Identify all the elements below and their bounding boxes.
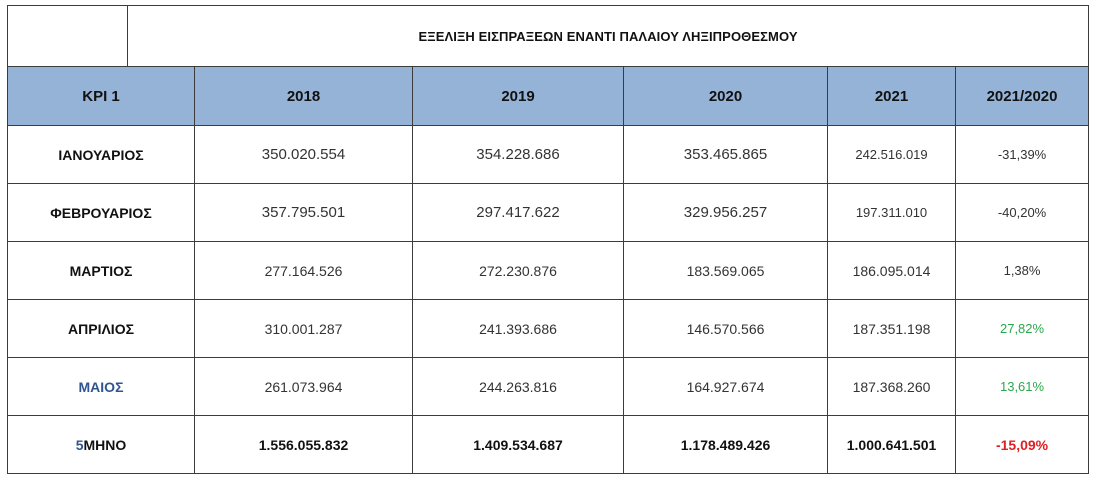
- header-2020: 2020: [623, 66, 828, 126]
- value-2018: 277.164.526: [194, 241, 413, 300]
- value-2018: 357.795.501: [194, 183, 413, 242]
- total-2021: 1.000.641.501: [827, 415, 956, 474]
- value-2019: 354.228.686: [412, 125, 624, 184]
- header-2019: 2019: [412, 66, 624, 126]
- change-2021-2020: 27,82%: [954, 299, 1090, 358]
- value-2018: 310.001.287: [194, 299, 413, 358]
- header-2021-2020: 2021/2020: [954, 66, 1090, 126]
- row-label: ΑΠΡΙΛΙΟΣ: [7, 299, 195, 358]
- row-label: ΦΕΒΡΟΥΑΡΙΟΣ: [7, 183, 195, 242]
- value-2020: 183.569.065: [623, 241, 828, 300]
- value-2019: 297.417.622: [412, 183, 624, 242]
- row-label: ΜΑΙΟΣ: [7, 357, 195, 416]
- value-2021: 187.368.260: [827, 357, 956, 416]
- value-2019: 244.263.816: [412, 357, 624, 416]
- total-label: 5ΜΗΝΟ: [7, 415, 195, 474]
- header-row: KPI 1 2018 2019 2020 2021 2021/2020: [7, 66, 1090, 126]
- change-2021-2020: 1,38%: [954, 241, 1090, 300]
- value-2021: 187.351.198: [827, 299, 956, 358]
- kpi-table-container: ΕΞΕΛΙΞΗ ΕΙΣΠΡΑΞΕΩΝ ΕΝΑΝΤΙ ΠΑΛΑΙΟΥ ΛΗΞΙΠΡ…: [7, 5, 1090, 488]
- title-row: ΕΞΕΛΙΞΗ ΕΙΣΠΡΑΞΕΩΝ ΕΝΑΝΤΙ ΠΑΛΑΙΟΥ ΛΗΞΙΠΡ…: [7, 5, 1090, 67]
- value-2020: 164.927.674: [623, 357, 828, 416]
- value-2018: 350.020.554: [194, 125, 413, 184]
- value-2020: 329.956.257: [623, 183, 828, 242]
- value-2020: 146.570.566: [623, 299, 828, 358]
- total-label-rest: ΜΗΝΟ: [83, 436, 127, 453]
- table-title: ΕΞΕΛΙΞΗ ΕΙΣΠΡΑΞΕΩΝ ΕΝΑΝΤΙ ΠΑΛΑΙΟΥ ΛΗΞΙΠΡ…: [126, 5, 1090, 67]
- change-2021-2020: -31,39%: [954, 125, 1090, 184]
- row-label: ΜΑΡΤΙΟΣ: [7, 241, 195, 300]
- change-2021-2020: -40,20%: [954, 183, 1090, 242]
- table-row: ΑΠΡΙΛΙΟΣ 310.001.287 241.393.686 146.570.56…: [7, 299, 1090, 358]
- value-2018: 261.073.964: [194, 357, 413, 416]
- value-2020: 353.465.865: [623, 125, 828, 184]
- total-2018: 1.556.055.832: [194, 415, 413, 474]
- value-2021: 197.311.010: [827, 183, 956, 242]
- change-2021-2020: 13,61%: [954, 357, 1090, 416]
- total-2019: 1.409.534.687: [412, 415, 624, 474]
- top-left-cell: [7, 5, 128, 67]
- header-kpi: KPI 1: [7, 66, 195, 126]
- table-row: ΙΑΝΟΥΑΡΙΟΣ 350.020.554 354.228.686 353.465.…: [7, 125, 1090, 184]
- header-2021: 2021: [827, 66, 956, 126]
- table-row: ΜΑΡΤΙΟΣ 277.164.526 272.230.876 183.569.065…: [7, 241, 1090, 300]
- total-change: -15,09%: [954, 415, 1090, 474]
- value-2021: 186.095.014: [827, 241, 956, 300]
- total-2020: 1.178.489.426: [623, 415, 828, 474]
- value-2019: 272.230.876: [412, 241, 624, 300]
- kpi-table: ΕΞΕΛΙΞΗ ΕΙΣΠΡΑΞΕΩΝ ΕΝΑΝΤΙ ΠΑΛΑΙΟΥ ΛΗΞΙΠΡ…: [7, 5, 1090, 474]
- header-2018: 2018: [194, 66, 413, 126]
- row-label: ΙΑΝΟΥΑΡΙΟΣ: [7, 125, 195, 184]
- total-label-prefix: 5: [75, 436, 84, 453]
- table-row: ΦΕΒΡΟΥΑΡΙΟΣ 357.795.501 297.417.622 329.956…: [7, 183, 1090, 242]
- value-2021: 242.516.019: [827, 125, 956, 184]
- total-row: 5ΜΗΝΟ 1.556.055.832 1.409.534.687 1.178.…: [7, 415, 1090, 474]
- value-2019: 241.393.686: [412, 299, 624, 358]
- table-row: ΜΑΙΟΣ 261.073.964 244.263.816 164.927.674 18…: [7, 357, 1090, 416]
